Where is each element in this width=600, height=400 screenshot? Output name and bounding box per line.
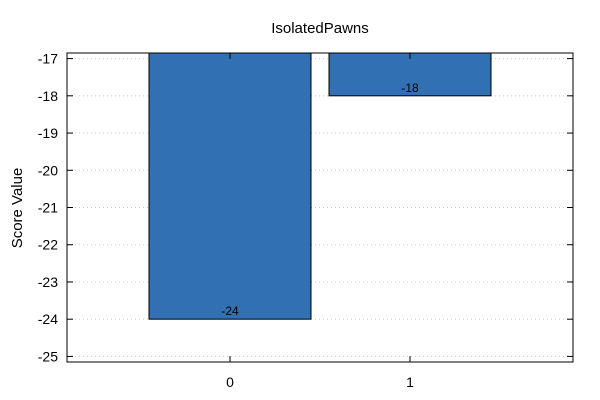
bar [328, 52, 492, 97]
y-tick-label: -23 [38, 274, 58, 290]
x-tick-label: 0 [226, 374, 234, 390]
chart-title: IsolatedPawns [271, 20, 369, 37]
y-tick-label: -21 [38, 200, 58, 216]
plot-frame [66, 52, 574, 363]
y-tick-label: -19 [38, 125, 58, 141]
y-tick-label: -18 [38, 88, 58, 104]
y-tick-label: -25 [38, 348, 58, 364]
bars [148, 52, 492, 320]
data-label: -18 [401, 81, 419, 95]
y-tick-label: -24 [38, 311, 58, 327]
y-tick-label: -22 [38, 237, 58, 253]
x-tick-label: 1 [406, 374, 414, 390]
y-tick-label: -20 [38, 162, 58, 178]
y-tick-label: -17 [38, 51, 58, 67]
y-axis-label: Score Value [9, 168, 26, 249]
bar [148, 52, 312, 320]
data-label: -24 [221, 304, 239, 318]
data-labels: -24 -18 [221, 81, 419, 318]
grid [67, 58, 573, 357]
y-axis-ticks: -17 -18 -19 -20 -21 -22 -23 -24 -25 [38, 51, 573, 364]
